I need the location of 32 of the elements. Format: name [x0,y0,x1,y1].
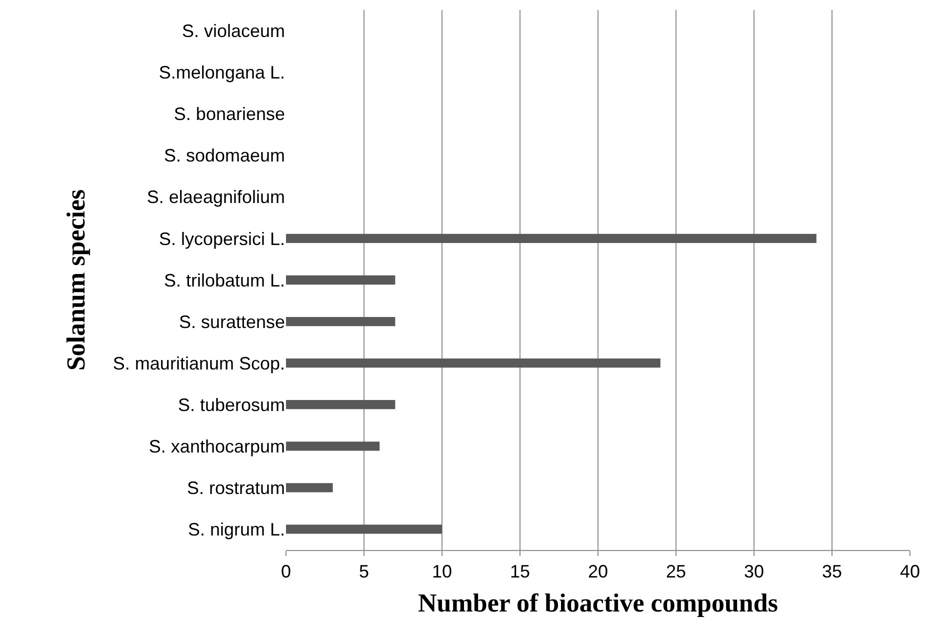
bar [286,234,816,244]
y-tick-label: S. violaceum [182,21,285,42]
x-tick-label: 0 [280,562,292,582]
y-tick-label: S. lycopersici L. [158,228,285,249]
y-axis-title: Solanum species [61,189,90,371]
bar [286,483,333,492]
bar [286,316,396,326]
y-tick-label: S. bonariense [174,104,285,124]
y-tick-label: S. surattense [178,312,285,332]
x-tick-label: 20 [588,562,608,582]
y-tick-label: S. mauritianum Scop. [112,353,285,374]
x-tick-label: 10 [432,562,452,582]
y-tick-label: S.melongana L. [158,62,285,83]
y-tick-label: S. rostratum [186,478,285,498]
bar [286,400,396,410]
bar [286,524,442,534]
y-tick-label: S. nigrum L. [188,520,285,540]
y-tick-label: S. sodomaeum [164,146,285,166]
x-tick-label: 15 [510,562,530,582]
y-tick-label: S. tuberosum [178,394,285,415]
y-tick-label: S. elaeagnifolium [146,187,285,208]
y-tick-label: S. xanthocarpum [148,436,285,456]
bar [286,275,396,285]
x-tick-label: 25 [666,562,686,582]
x-tick-label: 35 [822,562,842,582]
x-tick-label: 5 [358,562,370,582]
y-tick-label: S. trilobatum L. [164,270,285,290]
x-tick-label: 40 [900,562,920,582]
x-axis-title: Number of bioactive compounds [418,588,778,618]
bar [286,358,660,368]
x-tick-label: 30 [744,562,764,582]
bar [286,442,380,451]
